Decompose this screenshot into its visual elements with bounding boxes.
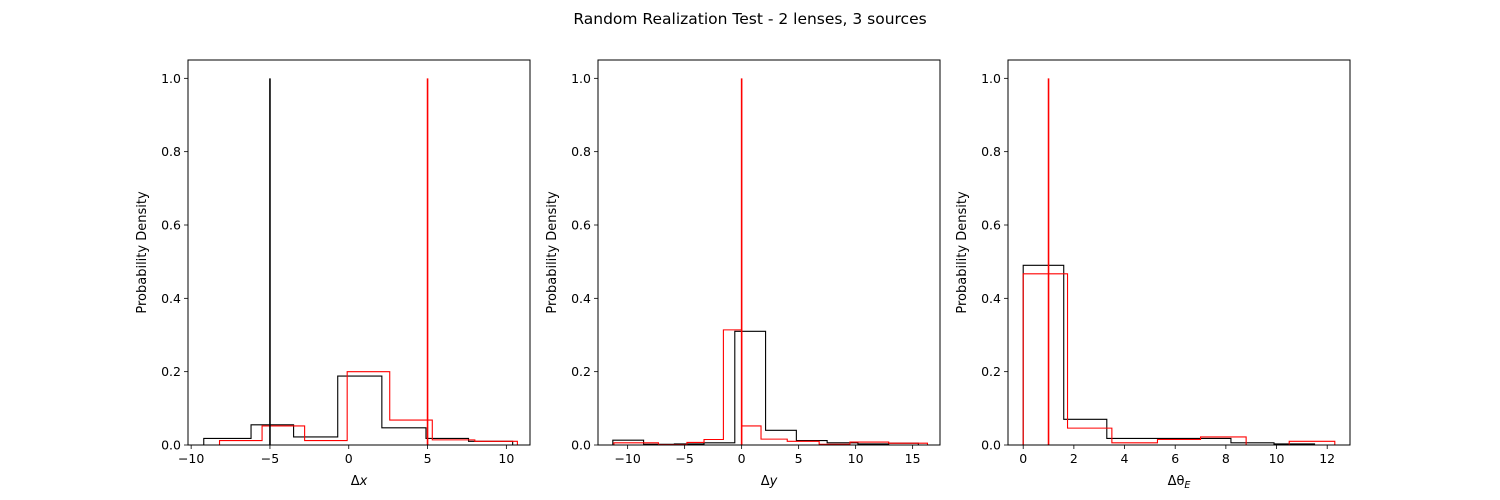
x-tick-label: −10 bbox=[614, 451, 640, 466]
axes-frame bbox=[1007, 59, 1351, 446]
axes-frame bbox=[597, 59, 941, 446]
figure-suptitle: Random Realization Test - 2 lenses, 3 so… bbox=[573, 10, 926, 28]
x-axis-label: Δx bbox=[351, 474, 368, 489]
histogram-1-step bbox=[1022, 264, 1316, 445]
x-tick-label: 4 bbox=[1121, 451, 1129, 466]
histogram-1-step bbox=[203, 375, 514, 445]
histogram-2-step bbox=[1022, 273, 1336, 446]
y-tick-label: 1.0 bbox=[571, 71, 591, 86]
y-tick-label: 0.4 bbox=[161, 291, 181, 306]
histogram-2-step bbox=[613, 329, 929, 446]
x-tick-label: 0 bbox=[345, 451, 353, 466]
y-axis-label: Probability Density bbox=[135, 191, 150, 314]
x-tick-label: 0 bbox=[738, 451, 746, 466]
y-tick-label: 0.6 bbox=[571, 218, 591, 233]
x-tick-label: 5 bbox=[795, 451, 803, 466]
y-tick-label: 0.6 bbox=[981, 218, 1001, 233]
y-axis-label: Probability Density bbox=[545, 191, 560, 314]
subplot-delta-theta-e: 0 2 4 6 8 10 12 0.0 0.2 0.4 0.6 0.8 1.0 ΔθE Probabilit… bbox=[955, 59, 1351, 491]
x-tick-label: 8 bbox=[1222, 451, 1230, 466]
x-tick-label: 15 bbox=[905, 451, 921, 466]
histogram-2-step bbox=[218, 371, 518, 445]
y-axis-label: Probability Density bbox=[955, 191, 970, 314]
y-tick-label: 0.4 bbox=[981, 291, 1001, 306]
x-tick-label: 10 bbox=[848, 451, 864, 466]
axes-frame bbox=[187, 59, 531, 446]
x-tick-label: −5 bbox=[675, 451, 693, 466]
x-tick-label: 12 bbox=[1319, 451, 1335, 466]
y-tick-label: 0.6 bbox=[161, 218, 181, 233]
x-tick-label: 5 bbox=[424, 451, 432, 466]
histogram-1-step bbox=[612, 330, 919, 445]
x-tick-label: 6 bbox=[1171, 451, 1179, 466]
x-tick-label: 10 bbox=[1269, 451, 1285, 466]
y-tick-label: 1.0 bbox=[981, 71, 1001, 86]
y-tick-label: 0.0 bbox=[161, 438, 181, 453]
y-tick-label: 0.8 bbox=[161, 144, 181, 159]
x-axis-label: ΔθE bbox=[1168, 474, 1191, 491]
x-tick-label: −5 bbox=[261, 451, 279, 466]
y-tick-label: 0.4 bbox=[571, 291, 591, 306]
x-axis-label: Δy bbox=[761, 474, 778, 489]
y-tick-label: 0.8 bbox=[571, 144, 591, 159]
x-tick-label: 10 bbox=[498, 451, 514, 466]
y-tick-label: 0.2 bbox=[571, 364, 591, 379]
y-tick-label: 0.2 bbox=[161, 364, 181, 379]
subplot-delta-x: −10 −5 0 5 10 0.0 0.2 0.4 0.6 0.8 1.0 Δx Probability… bbox=[135, 59, 531, 489]
y-tick-label: 0.0 bbox=[981, 438, 1001, 453]
y-tick-label: 0.8 bbox=[981, 144, 1001, 159]
x-tick-label: 2 bbox=[1070, 451, 1078, 466]
y-tick-label: 0.0 bbox=[571, 438, 591, 453]
y-tick-label: 1.0 bbox=[161, 71, 181, 86]
x-tick-label: −10 bbox=[178, 451, 204, 466]
y-tick-label: 0.2 bbox=[981, 364, 1001, 379]
x-tick-label: 0 bbox=[1019, 451, 1027, 466]
subplot-delta-y: −10 −5 0 5 10 15 0.0 0.2 0.4 0.6 0.8 1.0 Δy Probabili… bbox=[545, 59, 941, 489]
